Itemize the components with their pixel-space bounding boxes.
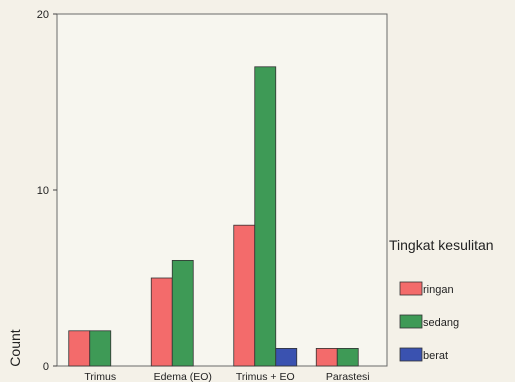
bar-sedang <box>254 66 277 367</box>
bar-sedang <box>336 347 359 367</box>
legend: Tingkat kesulitan ringan sedang berat <box>389 237 494 362</box>
bar-sedang <box>89 330 112 367</box>
plot-area <box>56 13 388 367</box>
x-tick-label: Trimus + EO <box>236 371 295 382</box>
bar-berat <box>275 347 298 367</box>
legend-label-sedang: sedang <box>423 317 459 329</box>
legend-swatch-berat <box>399 347 423 362</box>
bar-ringan <box>68 330 91 367</box>
x-tick-label: Parastesi <box>326 371 370 382</box>
bar-sedang <box>171 259 194 367</box>
legend-title: Tingkat kesulitan <box>389 237 494 253</box>
bar-ringan <box>233 224 256 367</box>
y-tick-label: 10 <box>37 185 49 197</box>
x-axis: Trimus Edema (EO) Trimus + EO Parastesi <box>84 371 369 382</box>
x-tick-label: Edema (EO) <box>154 371 212 382</box>
x-tick-label: Trimus <box>84 371 116 382</box>
y-tick-label: 20 <box>37 9 49 21</box>
legend-label-ringan: ringan <box>423 284 454 296</box>
bar-ringan <box>150 277 173 367</box>
legend-label-berat: berat <box>423 350 448 362</box>
y-axis-label: Count <box>7 329 23 366</box>
y-tick-label: 0 <box>43 361 49 373</box>
legend-swatch-ringan <box>399 281 423 296</box>
bars-group <box>68 66 359 367</box>
legend-swatch-sedang <box>399 314 423 329</box>
y-axis: 0 10 20 <box>37 9 57 373</box>
bar-ringan <box>315 347 338 367</box>
